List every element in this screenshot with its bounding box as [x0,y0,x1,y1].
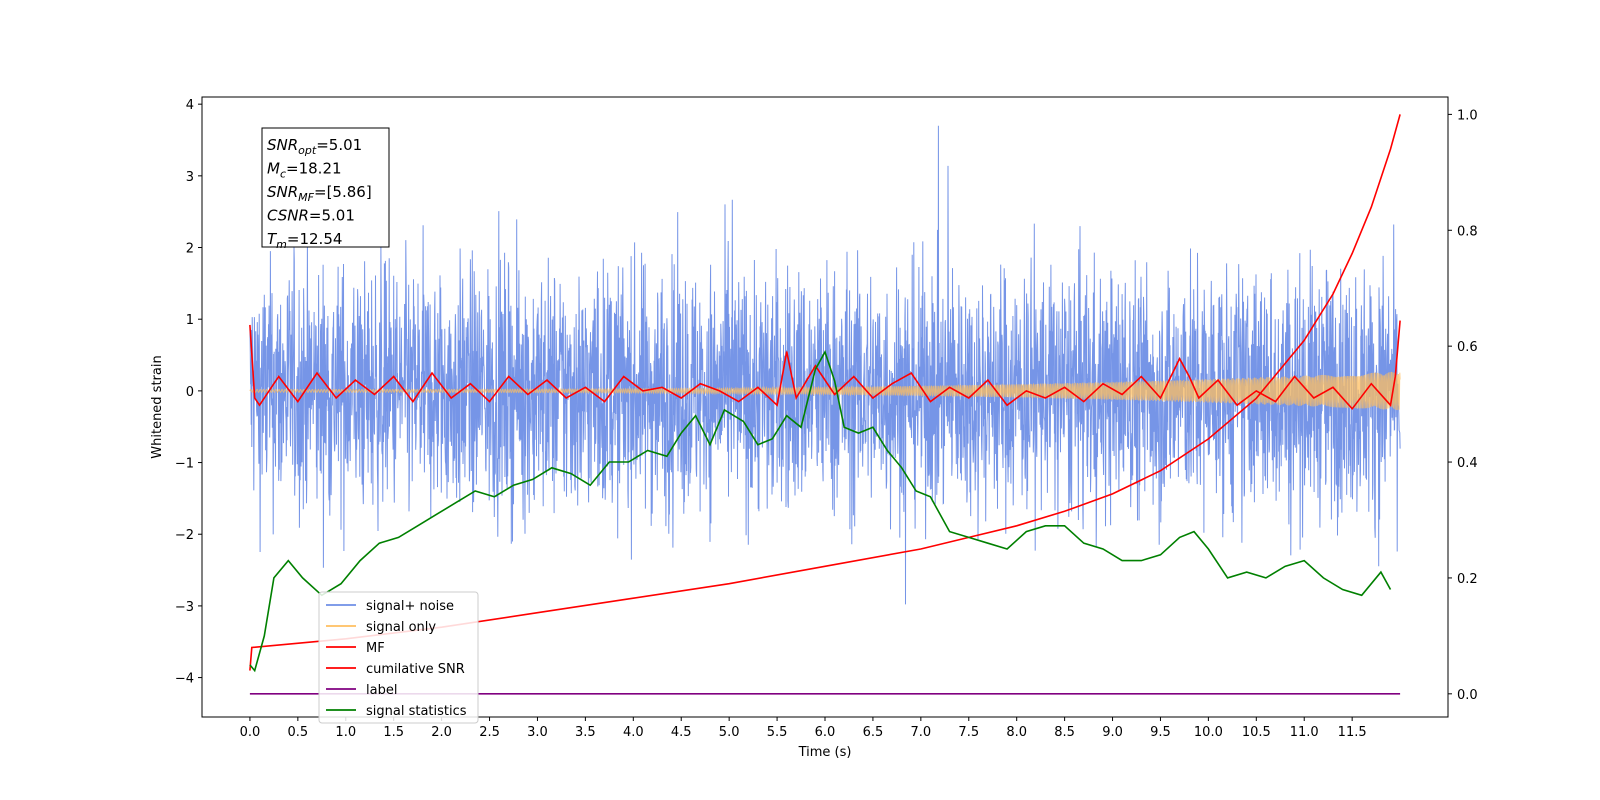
annotation-line: Tm=12.54 [267,230,342,251]
annotation-box: SNRopt=5.01Mc=18.21SNRMF=[5.86]CSNR=5.01… [261,127,390,251]
x-tick-label: 9.0 [1102,725,1123,740]
y-tick-label: 2 [186,242,194,257]
legend-label: signal+ noise [366,599,454,614]
x-tick-label: 11.5 [1338,725,1367,740]
x-tick-label: 11.0 [1290,725,1319,740]
y-axis-left: 4 3 2 1 0 −1 −2 −3 −4 [175,98,202,687]
annotation-symbol: SNR [267,136,298,154]
annotation-frame [261,127,390,248]
x-tick-label: 0.0 [240,725,261,740]
series-mf [249,320,1401,411]
annotation-line: CSNR=5.01 [267,207,355,225]
y2-tick-label: 0.4 [1457,456,1478,471]
y-tick-label: 1 [186,313,194,328]
legend-label: signal statistics [366,704,467,719]
x-tick-label: 7.5 [958,725,979,740]
annotation-line: Mc=18.21 [267,160,342,181]
x-tick-label: 10.0 [1194,725,1223,740]
y-tick-label: −1 [175,457,194,472]
annotation-value: =5.01 [316,136,362,154]
annotation-subscript: c [280,168,286,181]
series-cumulative-snr [249,114,1401,671]
annotation-symbol: CSNR [267,207,309,225]
x-tick-label: 1.0 [335,725,356,740]
x-tick-label: 2.0 [431,725,452,740]
x-tick-label: 9.5 [1150,725,1171,740]
x-tick-label: 3.5 [575,725,596,740]
y-tick-label: −2 [175,528,194,543]
legend-frame [318,591,479,724]
legend: signal+ noise signal only MF cumilative SNR… [318,591,479,724]
y-axis-label: Whitened strain [150,355,165,458]
x-tick-label: 7.0 [911,725,932,740]
y2-tick-label: 0.6 [1457,340,1478,355]
y2-tick-label: 0.2 [1457,572,1478,587]
annotation-line: SNRopt=5.01 [267,136,362,157]
series-signal-only [249,371,1401,411]
x-axis-label: Time (s) [798,745,852,760]
y-tick-label: 0 [186,385,194,400]
y-tick-label: −4 [175,672,194,687]
annotation-subscript: opt [298,144,317,157]
annotation-subscript: m [276,238,287,251]
x-tick-label: 5.0 [719,725,740,740]
x-axis: 0.0 0.5 1.0 1.5 2.0 2.5 3.0 3.5 4.0 4.5 5.0 5.5 6.0 6… [240,717,1367,740]
x-tick-label: 4.0 [623,725,644,740]
x-tick-label: 8.5 [1054,725,1075,740]
x-tick-label: 10.5 [1242,725,1271,740]
series-layer [249,114,1401,695]
y-tick-label: 3 [186,170,194,185]
annotation-value: =12.54 [287,230,343,248]
x-tick-label: 3.0 [527,725,548,740]
x-tick-label: 6.0 [815,725,836,740]
annotation-value: =18.21 [286,160,342,178]
annotation-line: SNRMF=[5.86] [267,183,372,204]
series-signal-statistics [249,350,1392,673]
x-tick-label: 0.5 [288,725,309,740]
series-signal-noise [249,125,1401,605]
y-tick-label: 4 [186,98,194,113]
x-tick-label: 1.5 [383,725,404,740]
legend-label: cumilative SNR [366,662,465,677]
legend-label: label [366,683,397,698]
annotation-subscript: MF [298,191,314,204]
y-tick-label: −3 [175,600,194,615]
legend-label: signal only [366,620,436,635]
y-axis-right: 1.0 0.8 0.6 0.4 0.2 0.0 [1448,108,1478,703]
x-tick-label: 2.5 [479,725,500,740]
y2-tick-label: 0.0 [1457,688,1478,703]
x-tick-label: 4.5 [671,725,692,740]
y2-tick-label: 0.8 [1457,224,1478,239]
x-tick-label: 6.5 [863,725,884,740]
y2-tick-label: 1.0 [1457,108,1478,123]
annotation-symbol: T [267,230,278,248]
x-tick-label: 8.0 [1006,725,1027,740]
annotation-value: =5.01 [309,207,355,225]
legend-label: MF [366,641,385,656]
annotation-symbol: SNR [267,183,298,201]
annotation-symbol: M [267,160,280,178]
annotation-value: =[5.86] [314,183,372,201]
x-tick-label: 5.5 [767,725,788,740]
